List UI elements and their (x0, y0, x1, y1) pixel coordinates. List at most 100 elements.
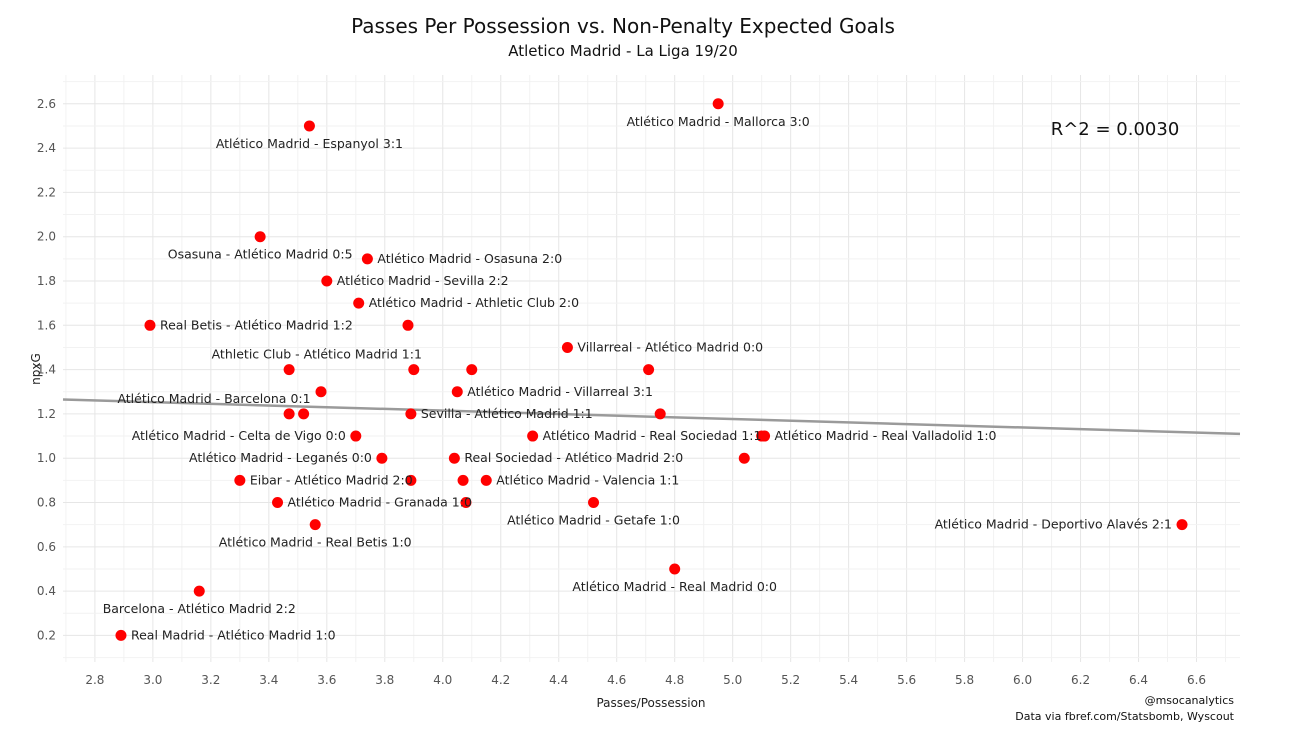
data-point (1176, 519, 1188, 531)
data-point (303, 120, 315, 132)
data-point (643, 364, 655, 376)
y-tick-label: 1.2 (37, 407, 56, 421)
data-point (402, 319, 414, 331)
data-point (376, 452, 388, 464)
data-point (561, 341, 573, 353)
point-label: Atlético Madrid - Villarreal 3:1 (467, 384, 653, 399)
r-squared-annotation: R^2 = 0.0030 (1051, 119, 1180, 140)
data-point (712, 98, 724, 110)
data-point (361, 253, 373, 265)
y-tick-label: 0.2 (37, 628, 56, 642)
point-label: Atlético Madrid - Barcelona 0:1 (117, 391, 310, 406)
point-label: Atlético Madrid - Real Sociedad 1:1 (543, 428, 762, 443)
data-point (193, 585, 205, 597)
x-tick-label: 5.8 (955, 673, 974, 687)
data-point (353, 297, 365, 309)
point-label: Atlético Madrid - Mallorca 3:0 (627, 114, 810, 129)
x-tick-label: 3.4 (259, 673, 278, 687)
data-point (738, 452, 750, 464)
y-tick-label: 1.4 (37, 363, 56, 377)
data-point (457, 474, 469, 486)
x-tick-label: 5.0 (723, 673, 742, 687)
data-point (234, 474, 246, 486)
x-tick-label: 4.2 (491, 673, 510, 687)
point-label: Atlético Madrid - Real Madrid 0:0 (572, 579, 777, 594)
x-tick-label: 2.8 (85, 673, 104, 687)
data-point (588, 497, 600, 509)
point-label: Sevilla - Atlético Madrid 1:1 (421, 406, 593, 421)
data-point (321, 275, 333, 287)
data-point (669, 563, 681, 575)
data-point (460, 497, 472, 509)
data-point (315, 386, 327, 398)
point-label: Atlético Madrid - Getafe 1:0 (507, 513, 680, 528)
point-label: Athletic Club - Atlético Madrid 1:1 (212, 347, 422, 362)
point-label: Atlético Madrid - Celta de Vigo 0:0 (132, 428, 346, 443)
x-axis-ticks: 2.8 3.0 3.2 3.4 3.6 3.8 4.0 4.2 4.4 4.6 4.8 5.0 5.2 5… (85, 673, 1206, 687)
point-label: Osasuna - Atlético Madrid 0:5 (168, 247, 353, 262)
chart-title: Passes Per Possession vs. Non-Penalty Ex… (351, 14, 895, 38)
data-point (309, 519, 321, 531)
x-tick-label: 5.4 (839, 673, 858, 687)
data-point (283, 364, 295, 376)
data-point (408, 364, 420, 376)
point-label: Atlético Madrid - Athletic Club 2:0 (369, 295, 579, 310)
point-label: Real Madrid - Atlético Madrid 1:0 (131, 627, 336, 642)
grid-lines (63, 75, 1240, 662)
x-tick-label: 4.0 (433, 673, 452, 687)
data-source-note: Data via fbref.com/Statsbomb, Wyscout (1015, 710, 1234, 723)
chart-subtitle: Atletico Madrid - La Liga 19/20 (508, 42, 738, 60)
data-point (283, 408, 295, 420)
point-label: Atlético Madrid - Espanyol 3:1 (216, 136, 403, 151)
point-label: Barcelona - Atlético Madrid 2:2 (103, 601, 296, 616)
y-tick-label: 0.6 (37, 540, 56, 554)
x-tick-label: 3.8 (375, 673, 394, 687)
author-handle: @msocanalytics (1144, 694, 1234, 707)
data-point (480, 474, 492, 486)
x-tick-label: 5.2 (781, 673, 800, 687)
data-point (144, 319, 156, 331)
data-point (115, 629, 127, 641)
x-tick-label: 3.6 (317, 673, 336, 687)
data-point (254, 231, 266, 243)
x-tick-label: 4.4 (549, 673, 568, 687)
data-point (527, 430, 539, 442)
x-tick-label: 6.0 (1013, 673, 1032, 687)
x-tick-label: 4.8 (665, 673, 684, 687)
x-tick-label: 6.2 (1071, 673, 1090, 687)
point-label: Atlético Madrid - Leganés 0:0 (189, 450, 372, 465)
y-tick-label: 2.6 (37, 97, 56, 111)
data-point (759, 430, 771, 442)
x-tick-label: 4.6 (607, 673, 626, 687)
y-tick-label: 2.0 (37, 230, 56, 244)
y-tick-label: 0.4 (37, 584, 56, 598)
point-label: Real Betis - Atlético Madrid 1:2 (160, 317, 353, 332)
point-labels: Atlético Madrid - Mallorca 3:0 Atlético M… (103, 114, 1172, 643)
data-point (350, 430, 362, 442)
point-label: Atlético Madrid - Deportivo Alavés 2:1 (935, 517, 1172, 532)
trend-line (62, 398, 1241, 436)
point-label: Atlético Madrid - Real Betis 1:0 (219, 535, 412, 550)
data-point (405, 474, 417, 486)
y-axis-label: npxG (29, 353, 43, 385)
x-axis-label: Passes/Possession (596, 696, 705, 710)
y-axis-ticks: 0.2 0.4 0.6 0.8 1.0 1.2 1.4 1.6 1.8 2.0 2.2 2.4 2.6 (37, 97, 56, 643)
point-label: Atlético Madrid - Real Valladolid 1:0 (775, 428, 997, 443)
x-tick-label: 5.6 (897, 673, 916, 687)
point-label: Atlético Madrid - Osasuna 2:0 (377, 251, 562, 266)
y-tick-label: 1.6 (37, 318, 56, 332)
data-point (466, 364, 478, 376)
data-points (115, 98, 1188, 641)
data-point (654, 408, 666, 420)
point-label: Eibar - Atlético Madrid 2:0 (250, 472, 413, 487)
point-label: Atlético Madrid - Sevilla 2:2 (337, 273, 509, 288)
y-tick-label: 2.2 (37, 185, 56, 199)
x-tick-label: 3.2 (201, 673, 220, 687)
point-label: Atlético Madrid - Valencia 1:1 (496, 472, 679, 487)
y-tick-label: 0.8 (37, 496, 56, 510)
x-tick-label: 3.0 (143, 673, 162, 687)
data-point (405, 408, 417, 420)
y-tick-label: 2.4 (37, 141, 56, 155)
data-point (298, 408, 310, 420)
